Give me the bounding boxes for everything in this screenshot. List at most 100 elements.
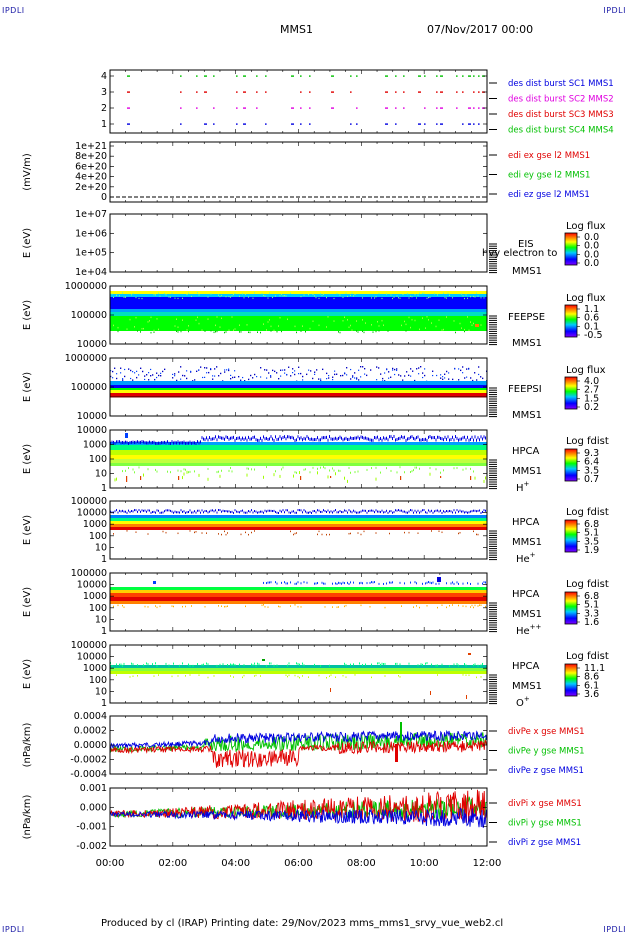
noise: [183, 472, 185, 476]
noise: [480, 324, 482, 326]
burst-mark: [291, 75, 294, 77]
high-energy-edge: [197, 440, 198, 444]
high-energy-edge: [138, 440, 140, 444]
high-energy-edge: [297, 581, 299, 584]
high-energy-edge: [405, 511, 407, 514]
burst-mark: [436, 75, 438, 77]
noise: [396, 662, 398, 665]
p11-divpi-lines: [110, 789, 487, 828]
hot-pixel: [300, 476, 302, 480]
noise: [410, 326, 411, 329]
sparse-count: [480, 376, 482, 378]
noise: [230, 296, 231, 298]
noise: [177, 297, 179, 300]
high-energy-edge: [201, 509, 203, 512]
noise: [327, 475, 329, 479]
noise: [462, 605, 464, 607]
high-energy-edge: [333, 437, 335, 441]
high-energy-edge: [246, 438, 248, 442]
energy-band: [110, 396, 487, 398]
noise: [155, 468, 156, 471]
high-energy-edge: [273, 438, 275, 442]
sparse-count: [358, 369, 360, 371]
high-energy-edge: [222, 509, 224, 512]
burst-mark: [424, 123, 426, 125]
high-energy-edge: [242, 509, 243, 512]
high-energy-edge: [438, 510, 440, 513]
noise: [246, 473, 248, 477]
noise: [278, 605, 279, 608]
high-energy-edge: [417, 509, 419, 512]
noise: [305, 468, 306, 471]
noise: [290, 530, 291, 533]
high-energy-edge: [158, 509, 159, 512]
high-energy-edge: [248, 435, 249, 439]
high-energy-edge: [131, 510, 132, 513]
noise: [474, 476, 476, 480]
high-energy-edge: [482, 582, 483, 585]
sparse-count: [298, 366, 300, 368]
high-energy-edge: [170, 441, 171, 445]
burst-mark: [473, 75, 475, 77]
noise: [374, 297, 375, 299]
high-energy-edge: [219, 436, 221, 440]
noise: [158, 292, 159, 294]
p1-ytick-label: 1: [101, 119, 107, 130]
high-energy-edge: [134, 509, 135, 512]
noise: [290, 292, 291, 294]
p5-colorbar-label: 1.5: [584, 393, 599, 404]
high-energy-edge: [189, 509, 191, 512]
high-energy-edge: [464, 511, 465, 514]
high-energy-edge: [483, 581, 485, 584]
noise: [345, 604, 347, 607]
noise: [396, 295, 398, 297]
high-energy-edge: [402, 510, 404, 513]
energy-band: [110, 455, 487, 459]
noise: [143, 473, 144, 477]
noise: [350, 324, 351, 327]
noise: [338, 606, 339, 608]
high-energy-edge: [120, 441, 122, 445]
noise: [371, 297, 372, 299]
high-energy-edge: [461, 510, 462, 513]
p2-ylabel: (mV/m): [22, 153, 33, 191]
high-energy-edge: [144, 441, 146, 445]
high-energy-edge: [219, 509, 221, 512]
sparse-count: [248, 378, 250, 381]
high-energy-edge: [323, 582, 324, 585]
high-energy-edge: [291, 435, 293, 439]
noise: [248, 331, 249, 334]
noise: [177, 675, 179, 677]
high-energy-edge: [395, 509, 396, 512]
high-energy-edge: [332, 511, 333, 514]
noise: [143, 664, 144, 667]
noise: [144, 605, 146, 608]
high-energy-edge: [306, 581, 308, 584]
noise: [192, 664, 194, 667]
sparse-count: [410, 368, 412, 370]
p11-legend-label: divPi y gse MMS1: [508, 819, 582, 829]
sparse-count: [334, 373, 336, 376]
noise: [177, 469, 179, 472]
sparse-count: [314, 373, 316, 375]
high-energy-edge: [137, 510, 138, 513]
noise: [332, 606, 333, 608]
high-energy-edge: [452, 511, 453, 514]
sparse-count: [180, 378, 182, 380]
noise: [465, 467, 467, 470]
burst-mark: [462, 75, 464, 77]
burst-mark: [300, 91, 302, 93]
noise: [329, 675, 330, 677]
noise: [248, 533, 249, 536]
high-energy-edge: [314, 438, 315, 442]
high-energy-edge: [341, 582, 342, 585]
noise: [296, 662, 297, 665]
noise: [425, 327, 426, 329]
noise: [348, 466, 350, 469]
high-energy-edge: [399, 436, 401, 440]
high-energy-edge: [426, 581, 428, 584]
noise: [318, 297, 320, 300]
noise: [381, 297, 383, 300]
sparse-count: [392, 369, 394, 371]
sparse-count: [244, 380, 246, 382]
